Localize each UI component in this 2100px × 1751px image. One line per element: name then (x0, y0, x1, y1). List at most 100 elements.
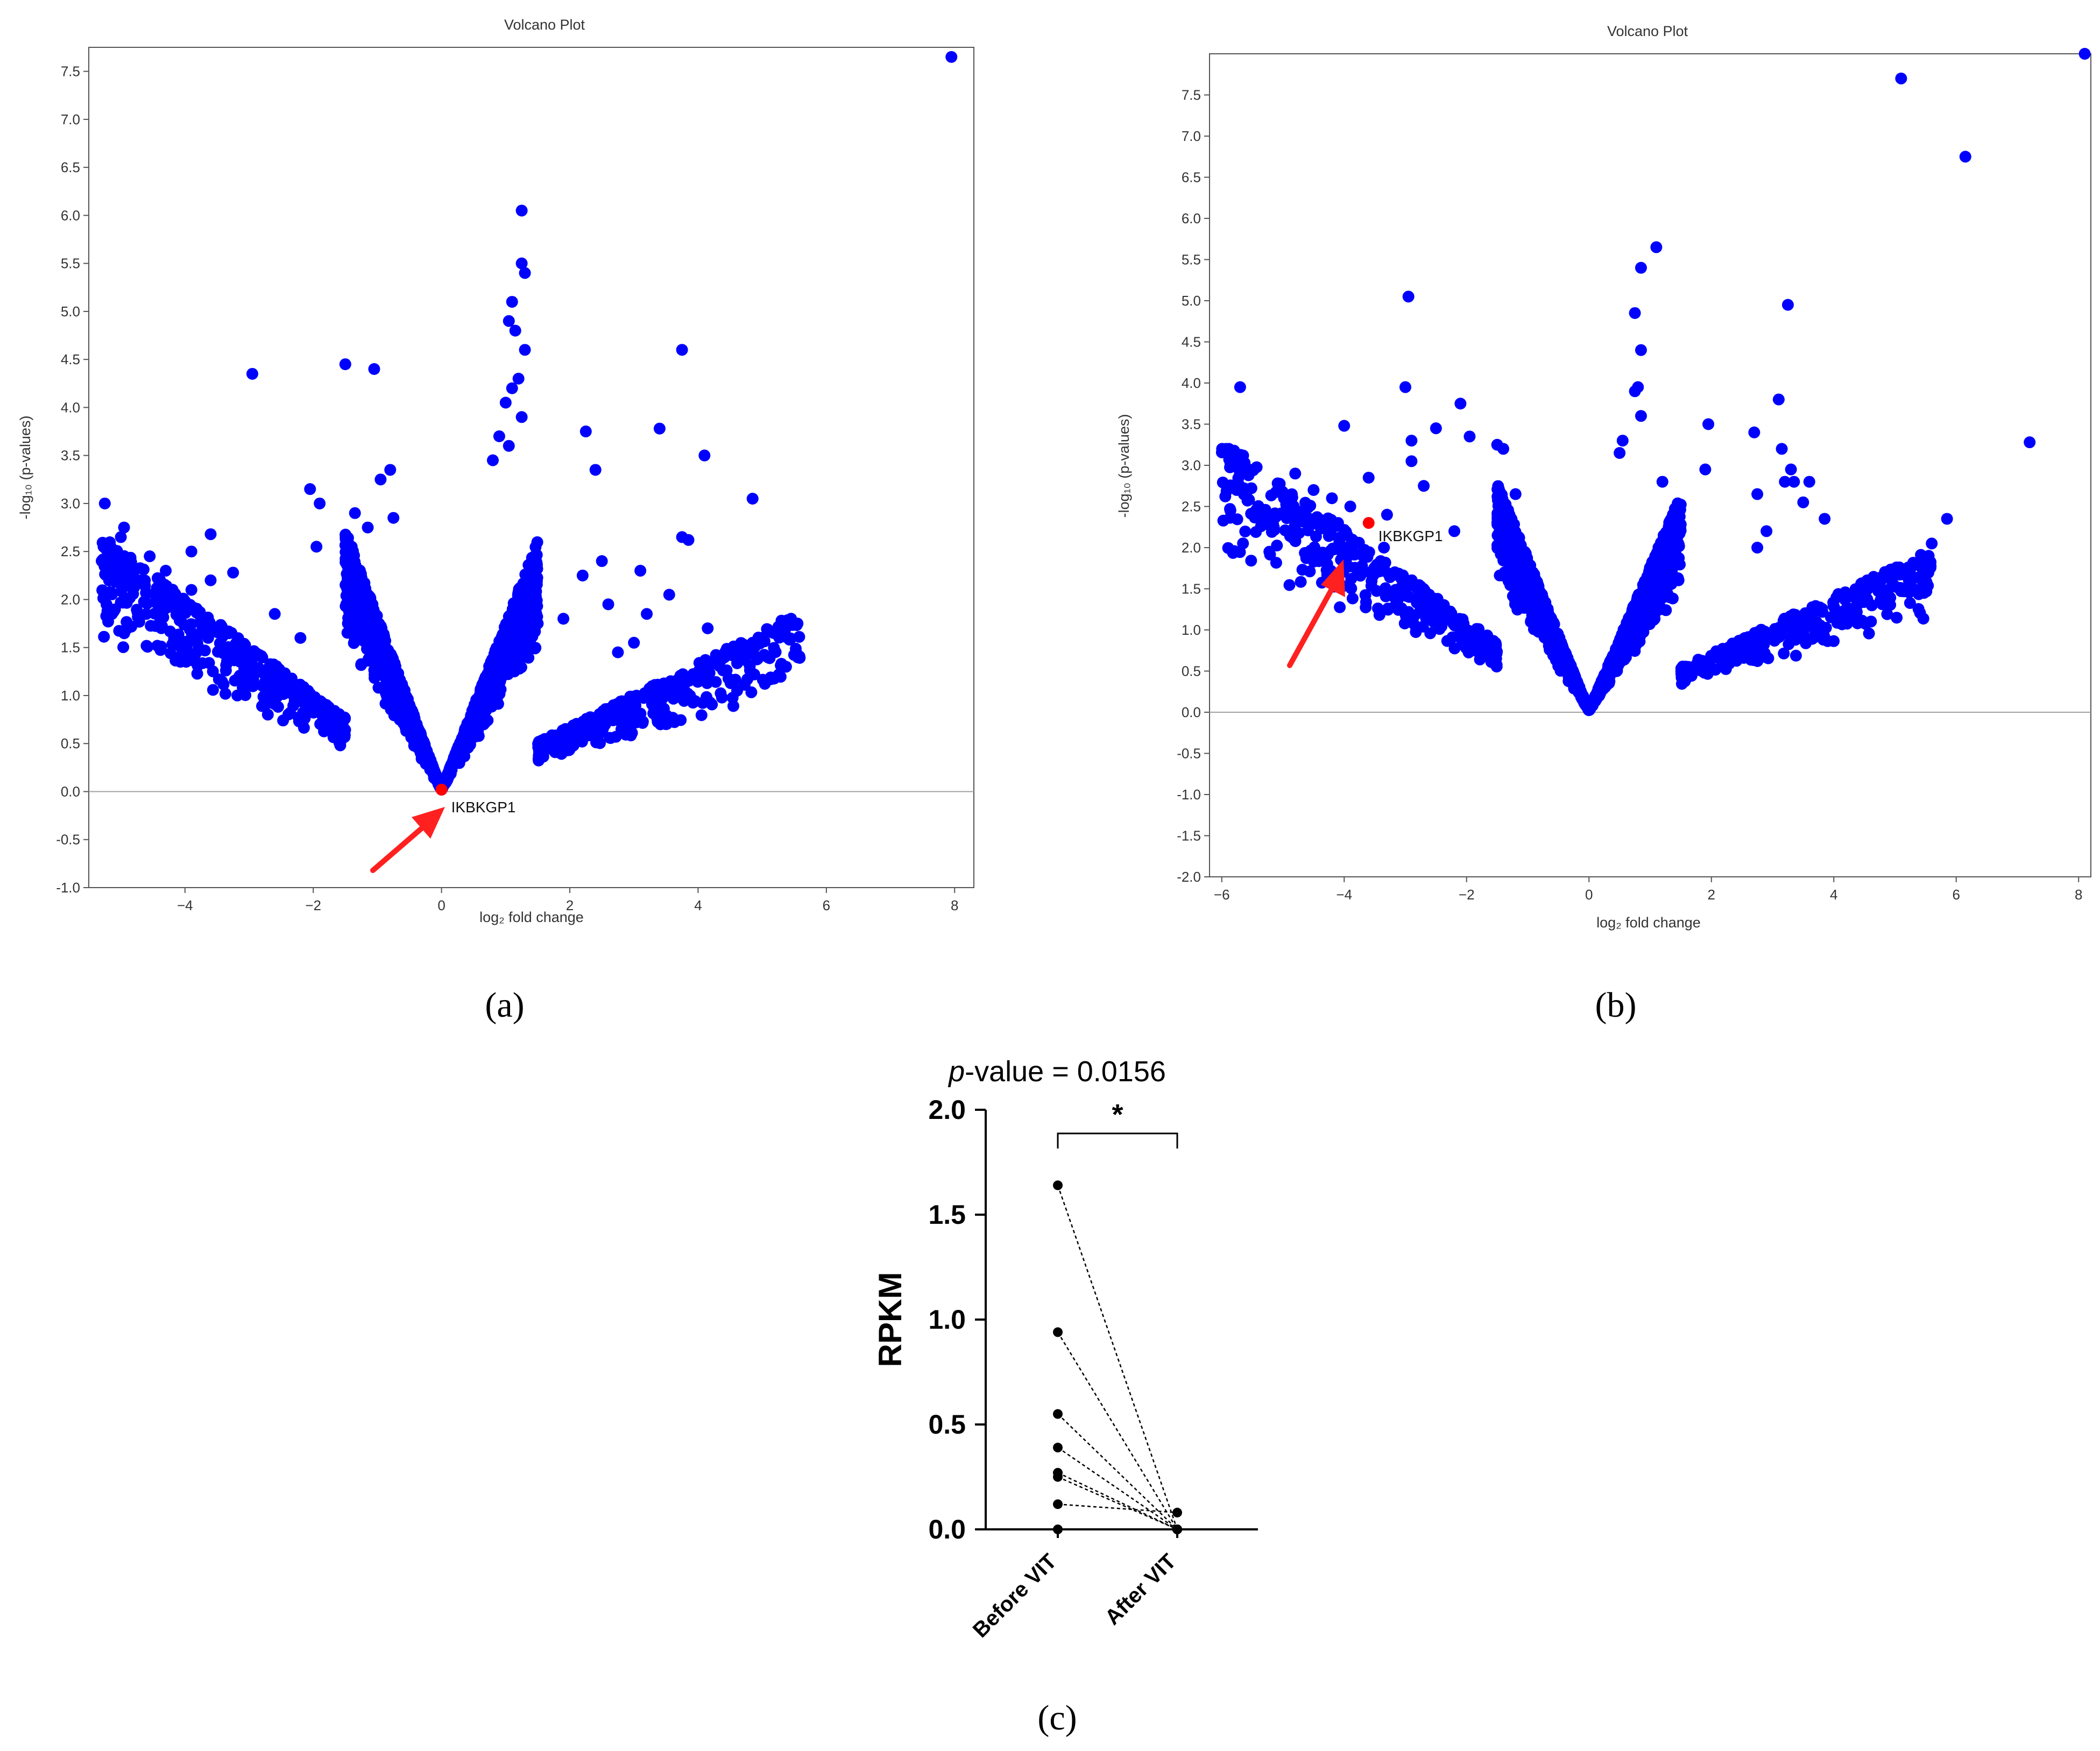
data-point (1696, 655, 1708, 667)
y-tick-label: 2.0 (61, 591, 80, 607)
data-point (1797, 496, 1809, 508)
data-point (555, 748, 568, 760)
data-point (659, 679, 671, 691)
data-point (2078, 48, 2091, 60)
data-point (678, 695, 690, 707)
data-point (362, 521, 374, 534)
data-point (331, 728, 343, 740)
y-tick-label: 0.5 (928, 1409, 966, 1440)
data-point (1925, 562, 1936, 574)
data-point (1332, 517, 1344, 529)
data-point (1660, 604, 1672, 616)
y-tick-label: 5.0 (61, 303, 80, 320)
data-point (1233, 479, 1246, 492)
category-label-before: Before VIT (968, 1549, 1062, 1642)
data-point (282, 708, 294, 721)
data-point (1053, 1180, 1063, 1190)
data-point (310, 541, 323, 553)
data-point (1819, 513, 1831, 525)
data-point (1884, 599, 1897, 611)
data-point (141, 598, 153, 610)
data-point (1635, 261, 1647, 274)
data-point (1257, 519, 1270, 530)
data-point (96, 555, 108, 567)
data-point (223, 627, 235, 640)
data-point (1666, 592, 1679, 605)
data-point (1289, 467, 1302, 480)
data-point (1853, 596, 1865, 608)
data-point (339, 358, 351, 371)
chart-title: Volcano Plot (504, 17, 585, 33)
data-point (334, 739, 347, 752)
data-point (97, 541, 110, 553)
data-point (1359, 589, 1371, 601)
data-point (158, 604, 171, 615)
data-point (762, 623, 774, 636)
data-point (727, 700, 739, 712)
data-point (1053, 1327, 1063, 1337)
data-point (506, 382, 518, 394)
data-point (290, 696, 302, 708)
x-tick-label: 6 (823, 897, 830, 913)
data-point (727, 645, 739, 657)
data-point (213, 673, 225, 685)
data-point (520, 646, 532, 658)
data-point (1540, 623, 1552, 636)
data-point (1379, 556, 1391, 569)
data-point (108, 560, 121, 572)
data-point (1380, 586, 1392, 599)
data-point (749, 641, 761, 653)
data-point (1661, 561, 1674, 573)
panel-label-a: (a) (485, 986, 524, 1025)
data-point (518, 609, 531, 621)
data-point (193, 641, 205, 654)
data-point (702, 622, 714, 635)
data-point (1663, 516, 1675, 529)
data-point (115, 531, 127, 543)
data-point (1779, 476, 1791, 488)
data-point (1492, 480, 1504, 492)
y-tick-label: -1.0 (56, 880, 80, 896)
data-point (1427, 592, 1440, 605)
data-point (683, 672, 695, 684)
data-point (1748, 654, 1760, 667)
data-point (178, 636, 190, 648)
data-point (662, 712, 674, 725)
data-point (448, 754, 460, 767)
data-point (1902, 561, 1914, 573)
data-point (202, 632, 214, 644)
data-point (1531, 605, 1544, 617)
y-tick-label: -0.5 (56, 832, 80, 848)
data-point (204, 528, 217, 541)
data-point (374, 473, 387, 486)
data-point (671, 674, 683, 686)
data-point (207, 684, 219, 696)
data-point (1487, 641, 1499, 654)
title-p: p (948, 1055, 965, 1088)
data-point (174, 656, 187, 668)
data-point (1894, 582, 1907, 594)
data-point (1510, 583, 1522, 595)
x-tick-label: 8 (2075, 887, 2082, 903)
data-point (1229, 447, 1242, 459)
data-point (98, 497, 111, 509)
x-tick-label: 2 (1708, 887, 1715, 903)
pair-line (1057, 1331, 1178, 1530)
data-point (1748, 426, 1760, 438)
data-point (314, 497, 326, 509)
data-point (1338, 420, 1350, 432)
data-point (1053, 1409, 1063, 1419)
data-point (1307, 484, 1320, 496)
data-point (1760, 525, 1773, 537)
data-point (746, 493, 759, 505)
data-point (177, 592, 189, 605)
data-point (1053, 1442, 1063, 1452)
data-point (1910, 584, 1922, 596)
data-point (1893, 561, 1905, 573)
data-point (515, 411, 528, 423)
data-point (1616, 435, 1629, 447)
data-point (352, 568, 364, 580)
data-point (343, 576, 356, 589)
data-point (1270, 557, 1282, 569)
y-tick-label: 0.0 (61, 783, 80, 799)
